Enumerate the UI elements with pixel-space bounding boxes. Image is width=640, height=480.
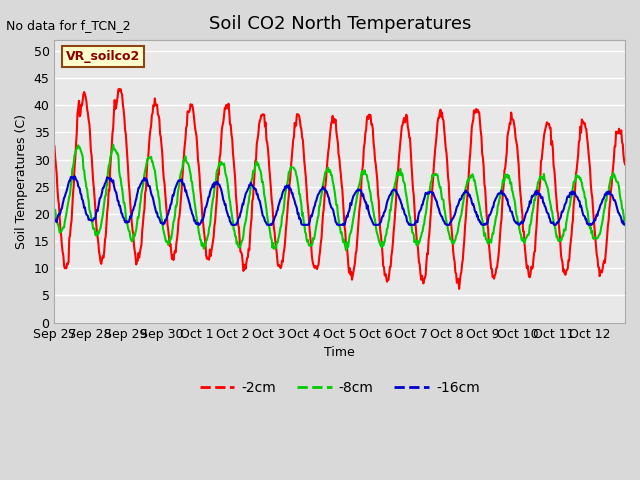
Text: No data for f_TCN_2: No data for f_TCN_2 [6,19,131,32]
Text: VR_soilco2: VR_soilco2 [66,50,140,63]
Y-axis label: Soil Temperatures (C): Soil Temperatures (C) [15,114,28,249]
X-axis label: Time: Time [324,346,355,359]
Legend: -2cm, -8cm, -16cm: -2cm, -8cm, -16cm [194,375,485,400]
Title: Soil CO2 North Temperatures: Soil CO2 North Temperatures [209,15,471,33]
